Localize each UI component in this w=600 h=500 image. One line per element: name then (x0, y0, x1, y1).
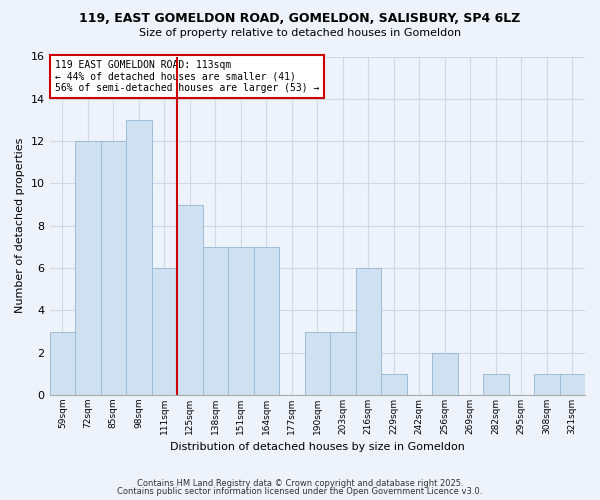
Bar (254, 247, 279, 395)
Bar (50, 332, 75, 395)
Bar (101, 141, 126, 395)
Bar (432, 352, 458, 395)
Bar (228, 247, 254, 395)
Text: Size of property relative to detached houses in Gomeldon: Size of property relative to detached ho… (139, 28, 461, 38)
Bar (330, 332, 356, 395)
Bar (534, 374, 560, 395)
Bar (203, 247, 228, 395)
Bar (75, 141, 101, 395)
Y-axis label: Number of detached properties: Number of detached properties (15, 138, 25, 314)
Text: Contains HM Land Registry data © Crown copyright and database right 2025.: Contains HM Land Registry data © Crown c… (137, 478, 463, 488)
Bar (177, 204, 203, 395)
Text: 119, EAST GOMELDON ROAD, GOMELDON, SALISBURY, SP4 6LZ: 119, EAST GOMELDON ROAD, GOMELDON, SALIS… (79, 12, 521, 26)
Bar (483, 374, 509, 395)
Bar (126, 120, 152, 395)
Text: Contains public sector information licensed under the Open Government Licence v3: Contains public sector information licen… (118, 487, 482, 496)
Bar (152, 268, 177, 395)
Bar (560, 374, 585, 395)
Bar (381, 374, 407, 395)
Bar (305, 332, 330, 395)
Text: 119 EAST GOMELDON ROAD: 113sqm
← 44% of detached houses are smaller (41)
56% of : 119 EAST GOMELDON ROAD: 113sqm ← 44% of … (55, 60, 319, 93)
X-axis label: Distribution of detached houses by size in Gomeldon: Distribution of detached houses by size … (170, 442, 465, 452)
Bar (356, 268, 381, 395)
